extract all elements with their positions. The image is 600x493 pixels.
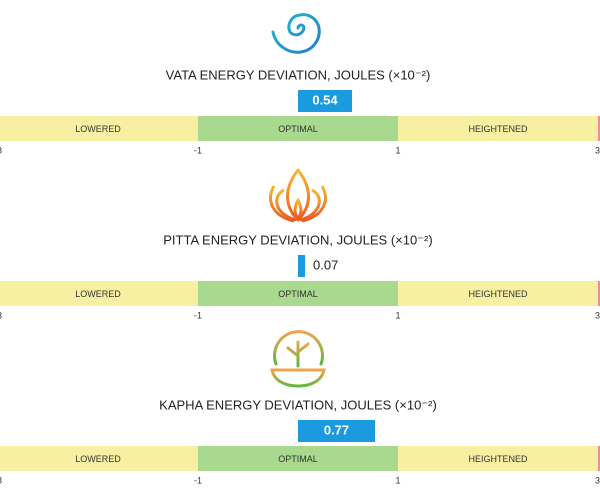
zone [0, 116, 198, 141]
x-tick-label: 3 [595, 310, 600, 320]
gauge-title: KAPHA ENERGY DEVIATION, JOULES (×10⁻²) [159, 397, 437, 412]
zone-label: OPTIMAL [278, 124, 318, 134]
zone-label: OPTIMAL [278, 454, 318, 464]
value-label: 0.54 [312, 92, 338, 107]
x-tick-label: -3 [0, 475, 2, 485]
zone-label: LOWERED [75, 454, 121, 464]
zone [0, 281, 198, 306]
zone-label: HEIGHTENED [468, 289, 528, 299]
pitta-icon [269, 168, 327, 223]
x-tick-label: 1 [395, 310, 400, 320]
outside-zone [598, 281, 600, 306]
value-label: 0.07 [313, 257, 338, 272]
x-tick-label: -1 [194, 310, 202, 320]
zone [0, 446, 198, 471]
zone-label: OPTIMAL [278, 289, 318, 299]
value-bar [298, 255, 305, 277]
x-tick-label: 3 [595, 145, 600, 155]
zone [198, 446, 398, 471]
zone [198, 281, 398, 306]
zone-label: LOWERED [75, 289, 121, 299]
x-tick-label: -3 [0, 145, 2, 155]
value-label: 0.77 [324, 422, 349, 437]
gauge-title: PITTA ENERGY DEVIATION, JOULES (×10⁻²) [163, 232, 432, 247]
zone-label: HEIGHTENED [468, 454, 528, 464]
gauge-title: VATA ENERGY DEVIATION, JOULES (×10⁻²) [166, 67, 431, 82]
zone [398, 116, 598, 141]
zone [398, 281, 598, 306]
value-bar [298, 420, 375, 442]
outside-zone [598, 446, 600, 471]
zone [398, 446, 598, 471]
x-tick-label: 1 [395, 475, 400, 485]
zone [198, 116, 398, 141]
x-tick-label: 3 [595, 475, 600, 485]
zone-label: HEIGHTENED [468, 124, 528, 134]
value-bar [298, 90, 352, 112]
kapha-icon [270, 330, 326, 388]
zone-label: LOWERED [75, 124, 121, 134]
vata-icon [271, 13, 321, 54]
outside-zone [598, 116, 600, 141]
x-tick-label: -1 [194, 145, 202, 155]
x-tick-label: -1 [194, 475, 202, 485]
x-tick-label: 1 [395, 145, 400, 155]
x-tick-label: -3 [0, 310, 2, 320]
